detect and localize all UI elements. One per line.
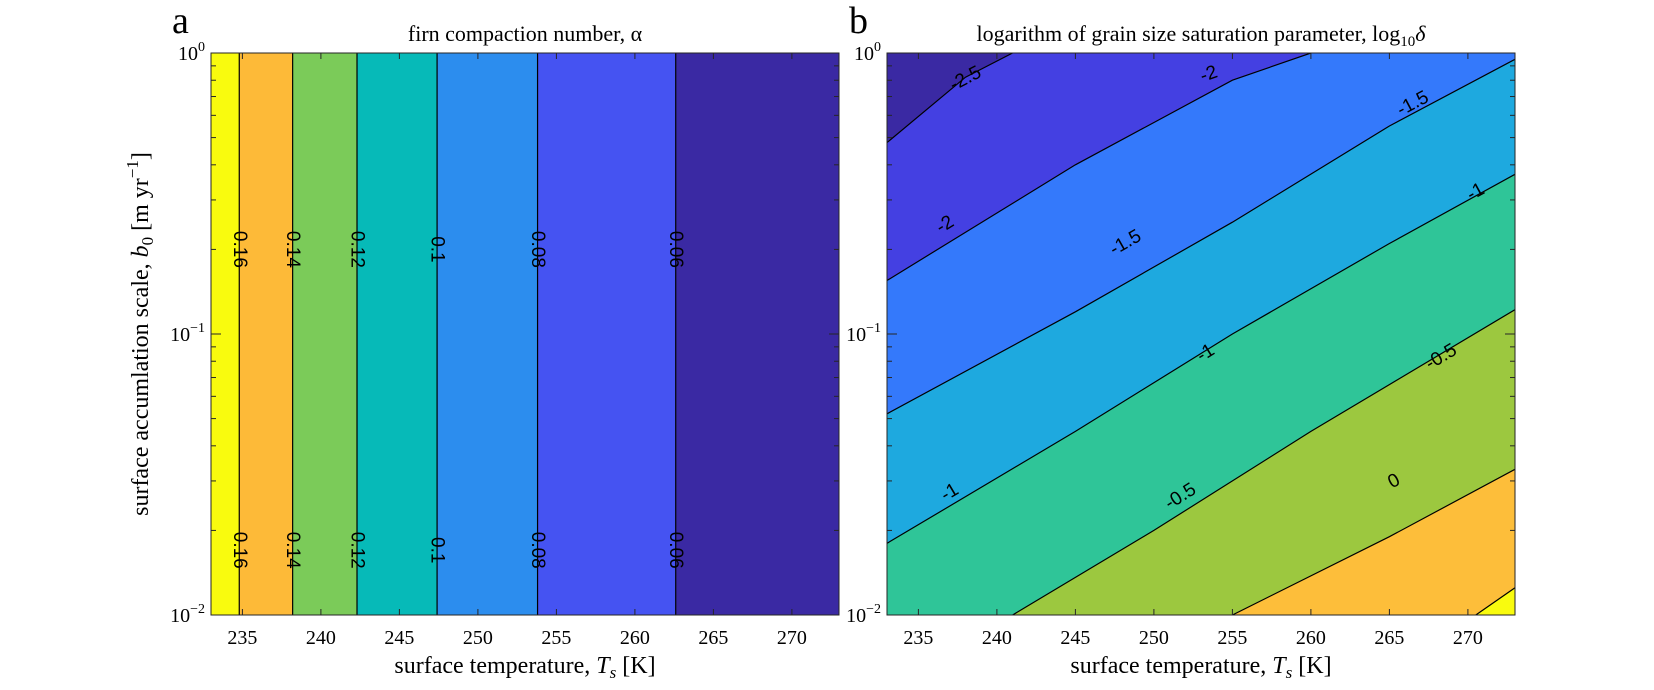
contour-band	[887, 53, 1013, 143]
y-axis-label: surface accumlation scale, b0 [m yr−1]	[123, 152, 157, 516]
contour-label: -2	[1197, 62, 1220, 87]
x-tick-label: 245	[1060, 627, 1090, 649]
x-tick-labels: 235 240 245 250 255 260 265 270	[903, 627, 1483, 649]
contour-label: 0.16	[229, 532, 250, 569]
contour-band	[675, 53, 839, 615]
y-tick-label: 10−2	[846, 602, 881, 627]
axis-ticks	[211, 52, 839, 616]
x-tick-label: 235	[227, 627, 257, 649]
contour-line	[887, 53, 1312, 282]
x-tick-label: 250	[463, 627, 493, 649]
contour-lines	[238, 53, 677, 615]
x-tick-label: 265	[1374, 627, 1404, 649]
x-axis-label: surface temperature, Ts [K]	[394, 653, 655, 682]
y-tick-label: 10−2	[170, 602, 205, 627]
contour-band	[292, 53, 358, 615]
contour-fill-bands	[211, 53, 839, 615]
y-tick-label: 10−1	[846, 321, 881, 346]
contour-fill-bands	[887, 53, 1515, 615]
panel-a-compaction-number: a firn compaction number, α 0.16 0.16 0.14…	[123, 0, 840, 682]
contour-band	[239, 53, 293, 615]
contour-line	[887, 58, 1515, 415]
y-tick-labels: 10−2 10−1 100	[846, 40, 881, 627]
contour-label: 0.1	[427, 537, 448, 563]
contour-band	[357, 53, 438, 615]
panel-letter: b	[849, 0, 868, 42]
x-tick-label: 265	[698, 627, 728, 649]
x-tick-label: 260	[1296, 627, 1326, 649]
contour-line	[1475, 587, 1515, 615]
x-tick-label: 270	[1453, 627, 1483, 649]
x-tick-label: 235	[903, 627, 933, 649]
contour-label: 0.14	[282, 532, 303, 569]
contour-label: 0.14	[282, 231, 303, 268]
contour-band	[437, 53, 538, 615]
y-tick-label: 100	[854, 40, 881, 65]
y-tick-labels: 10−2 10−1 100	[170, 40, 205, 627]
contour-line	[1232, 468, 1515, 615]
y-tick-label: 10−1	[170, 321, 205, 346]
x-tick-label: 260	[620, 627, 650, 649]
axis-ticks	[887, 52, 1515, 616]
contour-line	[887, 53, 1013, 144]
x-tick-labels: 235 240 245 250 255 260 265 270	[227, 627, 807, 649]
x-tick-label: 255	[1217, 627, 1247, 649]
panel-title: firn compaction number, α	[408, 21, 643, 46]
contour-label: 0.08	[527, 231, 548, 268]
x-tick-label: 240	[306, 627, 336, 649]
x-tick-label: 245	[384, 627, 414, 649]
y-tick-label: 100	[178, 40, 205, 65]
x-tick-label: 250	[1139, 627, 1169, 649]
contour-line	[1012, 309, 1515, 615]
contour-line	[887, 173, 1515, 544]
x-tick-label: 255	[541, 627, 571, 649]
contour-label: 0.12	[347, 532, 368, 569]
contour-label: 0.16	[229, 231, 250, 268]
contour-band	[887, 53, 1311, 281]
x-tick-label: 270	[777, 627, 807, 649]
contour-label: 0.12	[347, 231, 368, 268]
contour-label: 0.08	[527, 532, 548, 569]
contour-label: 0.1	[427, 236, 448, 262]
x-axis-label: surface temperature, Ts [K]	[1070, 653, 1331, 682]
contour-lines	[887, 53, 1515, 615]
contour-labels: 0.16 0.16 0.14 0.14 0.12 0.12 0.1 0.1 0.08 0.08 0.…	[229, 231, 686, 569]
contour-label: 0.06	[665, 532, 686, 569]
contour-band	[537, 53, 676, 615]
contour-label: 0.06	[665, 231, 686, 268]
panel-letter: a	[172, 0, 189, 42]
panel-title: logarithm of grain size saturation param…	[977, 21, 1427, 50]
panel-b-grain-size-saturation: b logarithm of grain size saturation par…	[846, 0, 1516, 682]
x-tick-label: 240	[982, 627, 1012, 649]
